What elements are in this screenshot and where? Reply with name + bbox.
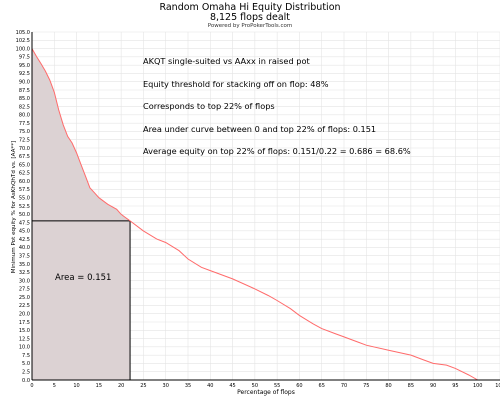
y-tick-label: 12.5 [19, 336, 30, 342]
y-tick-label: 70.0 [19, 146, 30, 152]
y-tick-label: 30.0 [19, 278, 30, 284]
x-tick-label: 35 [185, 383, 191, 389]
y-tick-label: 17.5 [19, 320, 30, 326]
y-tick-label: 2.5 [22, 370, 30, 376]
y-tick-label: 80.0 [19, 113, 30, 119]
x-tick-label: 20 [118, 383, 124, 389]
y-tick-label: 55.0 [19, 196, 30, 202]
x-tick-label: 70 [341, 383, 347, 389]
y-tick-label: 72.5 [19, 138, 30, 144]
equity-curve [31, 48, 478, 381]
y-tick-label: 97.5 [19, 55, 30, 61]
y-tick-label: 22.5 [19, 303, 30, 309]
x-tick-label: 105 [495, 383, 500, 389]
x-tick-label: 85 [408, 383, 414, 389]
y-tick-label: 60.0 [19, 179, 30, 185]
y-tick-label: 105.0 [16, 30, 30, 36]
y-tick-label: 67.5 [19, 154, 30, 160]
chart-title: Random Omaha Hi Equity Distribution [159, 2, 341, 13]
x-tick-label: 65 [319, 383, 325, 389]
x-tick-label: 50 [252, 383, 258, 389]
curve-layer [31, 48, 478, 381]
x-tick-label: 30 [163, 383, 169, 389]
y-tick-label: 5.0 [22, 361, 30, 367]
y-tick-label: 75.0 [19, 129, 30, 135]
y-axis-label: Minimum Pot equity % for AsKhQhTd vs. [A… [11, 140, 17, 274]
annotation-matchup: AKQT single-suited vs AAxx in raised pot [143, 56, 310, 66]
y-tick-label: 92.5 [19, 71, 30, 77]
tick-label-layer: 0 5 10 15 20 25 30 35 40 45 50 55 60 65 70 75 80 85 90 95 10… [16, 30, 500, 389]
y-tick-label: 15.0 [19, 328, 30, 334]
x-tick-label: 25 [140, 383, 146, 389]
filled-area-layer [32, 48, 131, 380]
y-tick-label: 85.0 [19, 96, 30, 102]
annotation-threshold: Equity threshold for stacking off on flo… [143, 79, 329, 89]
y-tick-label: 32.5 [19, 270, 30, 276]
y-tick-label: 20.0 [19, 312, 30, 318]
y-tick-label: 10.0 [19, 345, 30, 351]
annotation-average: Average equity on top 22% of flops: 0.15… [143, 146, 411, 156]
x-tick-label: 55 [274, 383, 280, 389]
x-tick-label: 40 [207, 383, 213, 389]
area-under-curve [32, 48, 131, 380]
y-tick-label: 50.0 [19, 212, 30, 218]
y-tick-label: 25.0 [19, 295, 30, 301]
x-tick-label: 10 [73, 383, 79, 389]
annotation-top-percent: Corresponds to top 22% of flops [143, 101, 275, 111]
grid-layer [31, 31, 500, 381]
y-tick-label: 27.5 [19, 287, 30, 293]
area-label: Area = 0.151 [55, 273, 112, 283]
y-tick-label: 37.5 [19, 254, 30, 260]
y-tick-label: 102.5 [16, 38, 30, 44]
chart-subtitle: 8,125 flops dealt [209, 12, 291, 23]
y-tick-label: 7.5 [22, 353, 30, 359]
x-tick-label: 15 [96, 383, 102, 389]
y-tick-label: 87.5 [19, 88, 30, 94]
y-tick-label: 40.0 [19, 245, 30, 251]
x-tick-label: 100 [473, 383, 483, 389]
y-tick-label: 100.0 [16, 46, 30, 52]
x-tick-label: 75 [363, 383, 369, 389]
y-tick-label: 82.5 [19, 104, 30, 110]
y-tick-label: 77.5 [19, 121, 30, 127]
y-tick-label: 95.0 [19, 63, 30, 69]
x-tick-label: 90 [430, 383, 436, 389]
axis-layer [31, 32, 500, 381]
y-tick-label: 42.5 [19, 237, 30, 243]
x-axis-label: Percentage of flops [237, 389, 295, 396]
y-tick-label: 52.5 [19, 204, 30, 210]
x-tick-label: 5 [53, 383, 56, 389]
y-tick-label: 47.5 [19, 220, 30, 226]
x-tick-label: 45 [229, 383, 235, 389]
y-tick-label: 57.5 [19, 187, 30, 193]
x-tick-label: 0 [30, 383, 33, 389]
y-tick-label: 35.0 [19, 262, 30, 268]
annotation-area: Area under curve between 0 and top 22% o… [143, 124, 377, 134]
y-tick-label: 90.0 [19, 80, 30, 86]
x-tick-label: 95 [452, 383, 458, 389]
y-tick-label: 45.0 [19, 229, 30, 235]
y-tick-label: 0.0 [22, 378, 30, 384]
y-tick-label: 62.5 [19, 171, 30, 177]
x-tick-label: 60 [296, 383, 302, 389]
chart-credit: Powered by ProPokerTools.com [207, 23, 293, 29]
x-tick-label: 80 [385, 383, 391, 389]
y-tick-label: 65.0 [19, 162, 30, 168]
